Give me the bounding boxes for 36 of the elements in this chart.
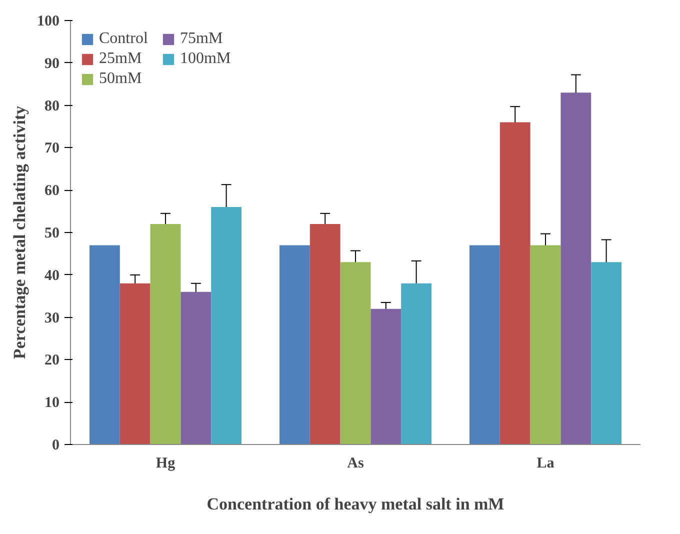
legend-label: 100mM [180, 50, 232, 68]
y-tick-label: 20 [44, 352, 60, 369]
bar [530, 245, 561, 444]
bar [280, 245, 310, 444]
bar [120, 283, 150, 444]
x-axis-title: Concentration of heavy metal salt in mM [206, 494, 504, 514]
legend-label: 25mM [99, 50, 143, 68]
y-tick-label: 100 [37, 14, 60, 30]
bar [211, 207, 242, 444]
bar [180, 292, 212, 444]
bar [560, 92, 592, 444]
y-tick-label: 60 [44, 183, 60, 200]
y-tick-label: 30 [44, 310, 60, 326]
bar [500, 122, 530, 444]
bar [470, 245, 500, 444]
legend-label: 75mM [180, 30, 224, 48]
y-tick-label: 10 [44, 395, 60, 412]
bar [401, 283, 432, 444]
x-tick-label: As [347, 456, 364, 472]
x-tick-label: La [536, 456, 555, 472]
y-tick-label: 90 [44, 56, 60, 72]
bar [150, 224, 181, 444]
bar [370, 308, 402, 444]
legend-label: Control [99, 30, 149, 48]
y-tick-label: 70 [44, 140, 60, 157]
legend-label: 50mM [99, 70, 143, 88]
bar [591, 262, 622, 444]
bar [340, 262, 371, 444]
bar [90, 245, 120, 444]
y-tick-label: 0 [52, 438, 60, 454]
y-tick-label: 80 [44, 98, 60, 114]
x-tick-label: Hg [156, 456, 176, 472]
y-axis-title: Percentage metal chelating activity [10, 105, 29, 360]
bar [310, 224, 340, 444]
y-tick-label: 50 [44, 226, 60, 242]
y-tick-label: 40 [44, 268, 60, 284]
